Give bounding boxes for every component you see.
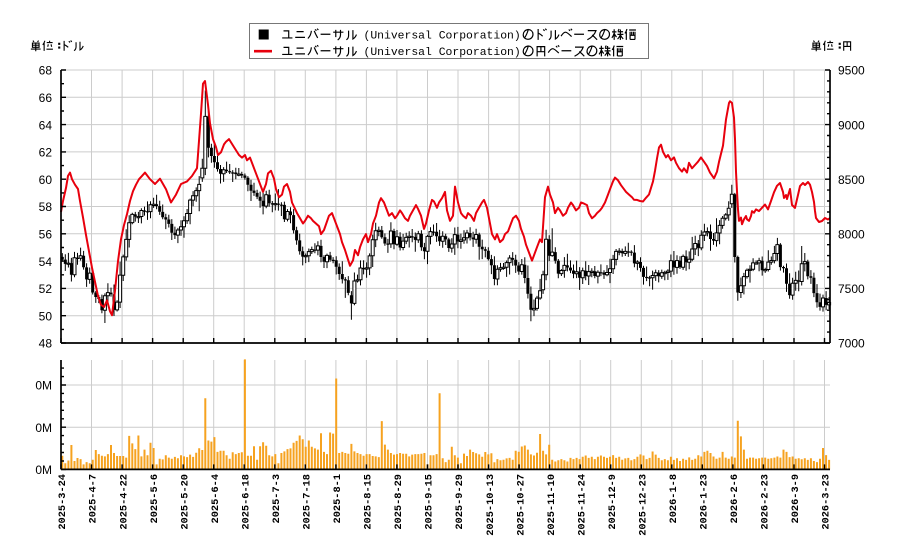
svg-text:2025-5-20: 2025-5-20 bbox=[179, 474, 191, 530]
svg-text:2026-1-8: 2026-1-8 bbox=[668, 474, 680, 523]
svg-text:2025-7-3: 2025-7-3 bbox=[271, 474, 283, 523]
svg-text:0M: 0M bbox=[35, 421, 52, 435]
svg-text:50: 50 bbox=[39, 309, 53, 323]
svg-text:62: 62 bbox=[39, 146, 53, 160]
svg-text:2025-12-9: 2025-12-9 bbox=[607, 474, 619, 530]
svg-text:68: 68 bbox=[39, 64, 53, 78]
svg-text:2026-3-23: 2026-3-23 bbox=[821, 474, 833, 530]
svg-text:7500: 7500 bbox=[838, 282, 865, 296]
svg-text:2025-10-13: 2025-10-13 bbox=[485, 474, 497, 536]
svg-text:9000: 9000 bbox=[838, 118, 865, 132]
svg-text:2025-11-10: 2025-11-10 bbox=[546, 474, 558, 536]
svg-text:2026-2-6: 2026-2-6 bbox=[729, 474, 741, 523]
svg-text:2025-7-18: 2025-7-18 bbox=[302, 474, 314, 530]
svg-text:2025-6-18: 2025-6-18 bbox=[240, 474, 252, 530]
svg-text:2025-4-7: 2025-4-7 bbox=[88, 474, 100, 523]
svg-text:2025-6-4: 2025-6-4 bbox=[210, 474, 222, 523]
svg-text:60: 60 bbox=[39, 173, 53, 187]
svg-text:2025-10-27: 2025-10-27 bbox=[515, 474, 527, 536]
svg-text:2025-4-22: 2025-4-22 bbox=[118, 474, 130, 530]
svg-text:2025-9-15: 2025-9-15 bbox=[424, 474, 436, 530]
svg-text:2025-8-15: 2025-8-15 bbox=[363, 474, 375, 530]
svg-text:54: 54 bbox=[39, 255, 53, 269]
svg-text:0M: 0M bbox=[35, 463, 52, 477]
svg-text:2025-8-29: 2025-8-29 bbox=[393, 474, 405, 530]
svg-text:9500: 9500 bbox=[838, 64, 865, 78]
svg-text:66: 66 bbox=[39, 91, 53, 105]
svg-text:52: 52 bbox=[39, 282, 53, 296]
svg-text:2026-3-9: 2026-3-9 bbox=[790, 474, 802, 523]
svg-text:(Universal Corporation): (Universal Corporation) bbox=[364, 47, 521, 59]
svg-text:2025-11-24: 2025-11-24 bbox=[576, 474, 588, 536]
svg-text:8000: 8000 bbox=[838, 228, 865, 242]
svg-text:2025-3-24: 2025-3-24 bbox=[57, 474, 69, 530]
svg-text:2025-5-6: 2025-5-6 bbox=[149, 474, 161, 523]
svg-text:2025-12-23: 2025-12-23 bbox=[638, 474, 650, 536]
svg-text:(Universal Corporation): (Universal Corporation) bbox=[364, 30, 521, 42]
svg-text:2026-1-23: 2026-1-23 bbox=[699, 474, 711, 530]
svg-text:0M: 0M bbox=[35, 379, 52, 393]
svg-text:64: 64 bbox=[39, 118, 53, 132]
svg-text:48: 48 bbox=[39, 337, 53, 351]
svg-text:58: 58 bbox=[39, 200, 53, 214]
svg-text:2025-9-29: 2025-9-29 bbox=[454, 474, 466, 530]
svg-text:2025-8-1: 2025-8-1 bbox=[332, 474, 344, 523]
svg-text:56: 56 bbox=[39, 228, 53, 242]
svg-text:2026-2-23: 2026-2-23 bbox=[760, 474, 772, 530]
svg-text:7000: 7000 bbox=[838, 337, 865, 351]
svg-text:8500: 8500 bbox=[838, 173, 865, 187]
